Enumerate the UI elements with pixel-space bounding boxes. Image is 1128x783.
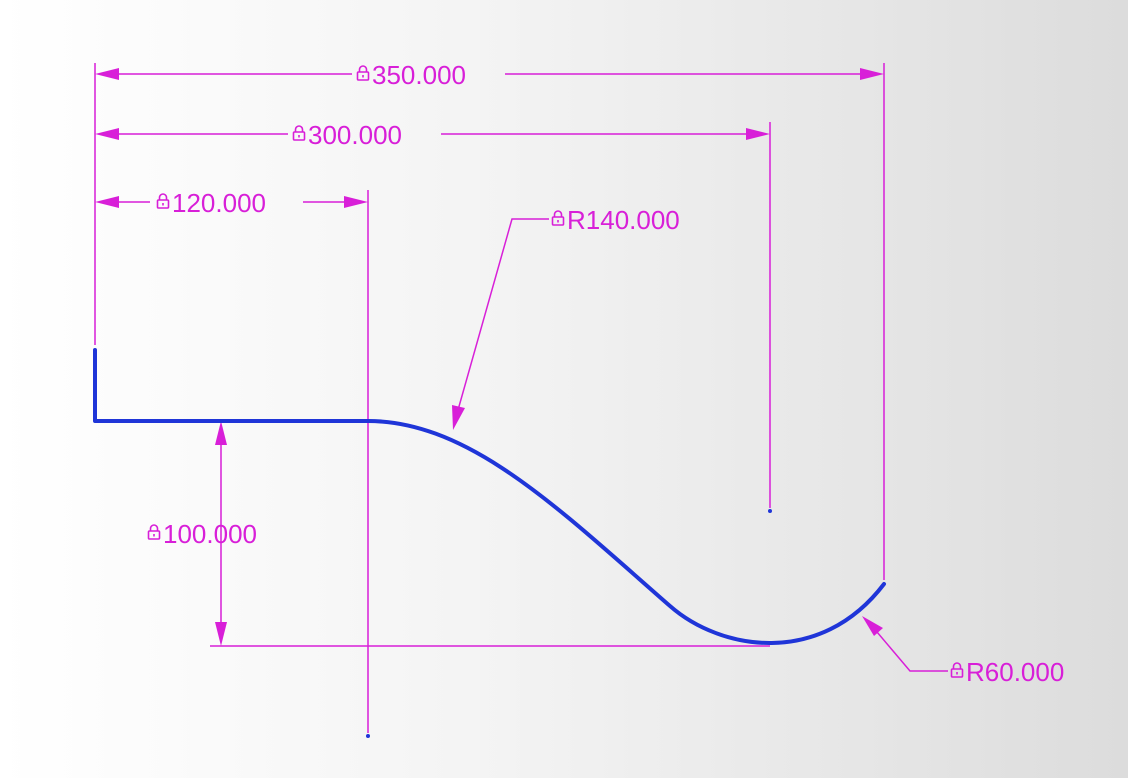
dimension-300[interactable]: 300.000 xyxy=(95,120,770,150)
lock-icon xyxy=(551,210,565,226)
lock-icon xyxy=(950,662,964,678)
dimension-r140[interactable]: R140.000 xyxy=(452,205,680,430)
dimension-r140-label: R140.000 xyxy=(567,205,680,235)
dimension-350-label: 350.000 xyxy=(372,60,466,90)
lock-icon xyxy=(292,125,306,141)
dimension-r60[interactable]: R60.000 xyxy=(862,616,1064,687)
lock-icon xyxy=(356,65,370,81)
lock-icon xyxy=(147,524,161,540)
point-marker[interactable] xyxy=(366,734,370,738)
dimension-r60-label: R60.000 xyxy=(966,657,1064,687)
dimension-100[interactable]: 100.000 xyxy=(147,421,257,646)
dimension-100-label: 100.000 xyxy=(163,519,257,549)
extension-lines xyxy=(94,63,885,733)
point-marker[interactable] xyxy=(768,509,772,513)
dimension-350[interactable]: 350.000 xyxy=(95,60,884,90)
dimension-300-label: 300.000 xyxy=(308,120,402,150)
lock-icon xyxy=(156,193,170,209)
profile-curve[interactable] xyxy=(93,348,886,645)
dimension-120[interactable]: 120.000 xyxy=(95,188,368,218)
dimension-120-label: 120.000 xyxy=(172,188,266,218)
